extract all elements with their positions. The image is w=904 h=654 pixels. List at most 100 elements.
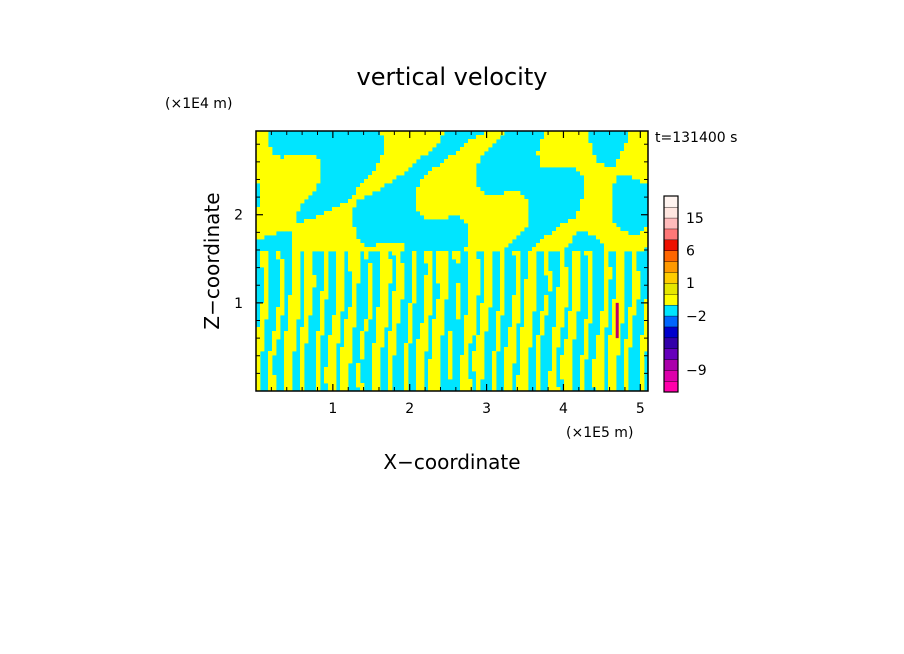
field-cell [404,151,409,156]
field-cell [256,175,261,180]
field-cell [468,183,473,188]
field-cell [596,343,601,348]
field-cell [448,159,453,164]
field-cell [368,299,373,304]
field-cell [376,323,381,328]
field-cell [600,331,605,336]
colorbar-label: 15 [686,211,704,227]
field-cell [516,195,521,200]
field-cell [260,155,265,160]
field-cell [436,195,441,200]
field-cell [600,223,605,228]
field-cell [296,255,301,260]
field-cell [260,251,265,256]
field-cell [428,367,433,372]
field-cell [464,159,469,164]
field-cell [264,231,269,236]
field-cell [536,375,541,380]
field-cell [596,375,601,380]
field-cell [320,315,325,320]
field-cell [600,339,605,344]
field-cell [460,355,465,360]
field-cell [424,143,429,148]
field-cell [636,291,641,296]
field-cell [292,179,297,184]
field-cell [276,227,281,232]
field-cell [572,227,577,232]
field-cell [472,187,477,192]
field-cell [556,147,561,152]
field-cell [256,331,261,336]
field-cell [472,163,477,168]
field-cell [276,191,281,196]
field-cell [576,131,581,136]
field-cell [276,327,281,332]
field-cell [568,159,573,164]
field-cell [308,183,313,188]
field-cell [464,383,469,388]
field-cell [560,227,565,232]
field-cell [508,227,513,232]
field-cell [436,367,441,372]
field-cell [324,379,329,384]
field-cell [480,319,485,324]
field-cell [400,143,405,148]
field-cell [272,155,277,160]
field-cell [464,199,469,204]
field-cell [600,387,605,391]
field-cell [620,167,625,172]
field-cell [404,371,409,376]
field-cell [472,243,477,248]
field-cell [360,183,365,188]
field-cell [524,327,529,332]
field-cell [604,279,609,284]
field-cell [256,387,261,391]
field-cell [392,163,397,168]
field-cell [472,139,477,144]
field-cell [444,215,449,220]
field-cell [612,319,617,324]
field-cell [428,279,433,284]
field-cell [456,295,461,300]
field-cell [464,151,469,156]
field-cell [304,247,309,252]
field-cell [492,379,497,384]
field-cell [292,215,297,220]
field-cell [344,215,349,220]
field-cell [420,147,425,152]
field-cell [264,139,269,144]
field-cell [584,171,589,176]
field-cell [260,183,265,188]
field-cell [496,315,501,320]
field-cell [588,255,593,260]
field-cell [572,275,577,280]
field-cell [388,363,393,368]
field-cell [440,183,445,188]
field-cell [612,347,617,352]
field-cell [428,255,433,260]
field-cell [572,291,577,296]
field-cell [520,331,525,336]
field-cell [564,291,569,296]
field-cell [564,299,569,304]
field-cell [272,215,277,220]
field-cell [556,323,561,328]
field-cell [628,143,633,148]
field-cell [400,291,405,296]
field-cell [308,235,313,240]
field-cell [640,231,645,236]
field-cell [584,203,589,208]
field-cell [592,383,597,388]
field-cell [460,199,465,204]
field-cell [276,199,281,204]
field-cell [556,387,561,391]
field-cell [344,335,349,340]
field-cell [332,347,337,352]
field-cell [568,151,573,156]
field-cell [256,215,261,220]
field-cell [316,231,321,236]
field-cell [536,359,541,364]
field-cell [592,179,597,184]
field-cell [484,255,489,260]
